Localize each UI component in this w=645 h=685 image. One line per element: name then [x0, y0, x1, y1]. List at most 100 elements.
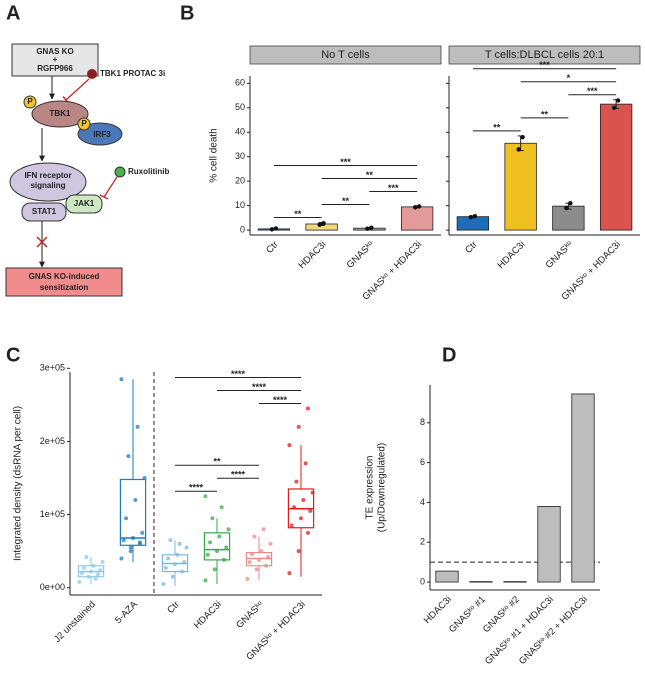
facet-title: T cells:DLBCL cells 20:1 [485, 49, 604, 61]
x-tick-label: HDAC3i [495, 239, 527, 271]
cell-point [217, 534, 222, 539]
cell-point [128, 545, 133, 550]
node-label: P [81, 119, 87, 128]
x-tick-label: GNASᵏᵒ [234, 599, 266, 631]
cell-point [161, 582, 166, 587]
y-axis-title: % cell death [209, 128, 220, 182]
panel-label: C [6, 344, 20, 366]
y-tick-label: 20 [235, 176, 245, 186]
inhibition-bar [99, 194, 109, 200]
cell-point [184, 545, 189, 550]
significance-label: ** [294, 209, 302, 219]
cell-point [247, 560, 252, 565]
cell-point [168, 538, 173, 543]
bar [400, 206, 434, 231]
replicate-point [568, 201, 573, 206]
replicate-point [317, 222, 322, 227]
cell-point [173, 562, 177, 567]
replicate-point [416, 204, 422, 209]
y-tick-label: 3e+05 [40, 363, 65, 373]
cell-point [177, 541, 182, 546]
cell-point [137, 540, 142, 545]
x-tick-label: Ctr [264, 239, 281, 256]
box [203, 532, 231, 561]
y-tick-label: 40 [235, 127, 245, 137]
cell-point [296, 424, 301, 429]
y-tick-label: 4 [420, 497, 425, 507]
node-label: + [53, 55, 58, 64]
cell-point [89, 569, 93, 574]
input-box [11, 43, 99, 77]
x-tick-label: HDAC3i [192, 599, 224, 631]
y-axis-title: Integrated density (dsRNA per cell) [13, 406, 24, 561]
node-label: GNAS KO-induced [29, 272, 100, 281]
cell-point [308, 508, 313, 513]
outcome-box [5, 267, 123, 297]
significance-label: **** [231, 470, 246, 480]
cell-point [252, 534, 257, 539]
replicate-point [564, 205, 569, 211]
phospho-node [77, 117, 91, 131]
irf3-node [77, 122, 123, 146]
y-tick-label: 2e+05 [40, 436, 65, 446]
y-tick-label: 60 [235, 78, 245, 88]
x-tick-label: 5-AZA [113, 599, 140, 626]
cell-point [257, 557, 261, 562]
cell-point [77, 579, 82, 584]
cell-point [124, 516, 129, 521]
significance-label: *** [388, 183, 399, 193]
y-tick-label: 0e+00 [40, 582, 65, 592]
cell-point [289, 523, 294, 528]
bar [504, 142, 537, 231]
panel-label: D [442, 344, 456, 366]
significance-label: **** [231, 369, 246, 379]
node-label: sensitization [40, 283, 89, 292]
replicate-point [472, 213, 478, 219]
replicate-point [365, 226, 370, 231]
y-axis-title: TE expression [365, 456, 376, 520]
cell-point [305, 406, 310, 411]
cell-point [210, 516, 215, 521]
panel-label: B [180, 2, 194, 24]
pathway-diagram: GNAS KO + RGFP966 TBK1 PROTAC 3i TBK1 IR… [5, 43, 169, 297]
cell-point [98, 568, 103, 573]
node-label: signaling [30, 181, 65, 190]
cell-point [261, 527, 266, 532]
x-tick-label: GNASᵏᵒ [544, 239, 576, 271]
replicate-point [615, 98, 621, 103]
node-label: JAK1 [74, 199, 95, 208]
cell-point [268, 541, 273, 546]
block-mark [36, 236, 48, 248]
replicate-point [468, 214, 474, 220]
significance-label: *** [340, 157, 351, 167]
cell-point [121, 538, 126, 543]
cell-point [226, 527, 231, 532]
cell-point [219, 505, 224, 510]
cell-point [287, 571, 292, 576]
y-tick-label: 50 [235, 102, 245, 112]
replicate-point [369, 225, 374, 230]
bar [435, 570, 459, 583]
bar [537, 506, 561, 583]
significance-label: **** [252, 382, 267, 392]
cell-point [303, 461, 308, 466]
cell-point [100, 560, 105, 565]
x-tick-label: Ctr [463, 239, 480, 256]
ifn-node [9, 162, 87, 202]
replicate-point [269, 227, 275, 232]
replicate-point [516, 147, 521, 152]
jak1-node [65, 194, 103, 214]
y-tick-label: 0 [420, 576, 425, 586]
inhibition [103, 176, 118, 198]
bar [571, 393, 595, 583]
cell-point [170, 574, 175, 579]
drug-dot [114, 166, 126, 178]
y-axis-title: (Up/Downregulated) [377, 443, 388, 533]
cell-point [263, 563, 268, 568]
panel-label: A [6, 2, 20, 24]
cell-point [79, 571, 84, 576]
cell-point [131, 535, 135, 540]
cell-point [175, 552, 180, 557]
tbk1-node [31, 100, 89, 128]
